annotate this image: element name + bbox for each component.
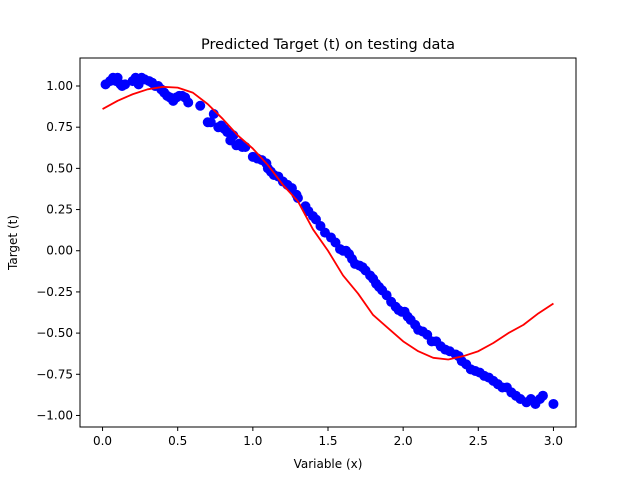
x-axis-label: Variable (x) [294,457,363,471]
y-tick-label: 0.00 [46,244,73,258]
x-tick-label: 0.5 [168,434,187,448]
y-tick-label: 1.00 [46,79,73,93]
chart-title: Predicted Target (t) on testing data [201,37,455,53]
x-tick-label: 1.0 [243,434,262,448]
data-point [240,141,251,152]
y-tick-label: 0.25 [46,203,73,217]
x-axis: 0.0 0.5 1.0 1.5 2.0 2.5 3.0 [93,427,563,448]
data-point [548,398,559,409]
y-tick-label: 0.50 [46,161,73,175]
data-point [537,390,548,401]
y-axis: −1.00 −0.75 −0.50 −0.25 0.00 0.25 0.50 0.75 1.00 [36,79,80,422]
data-point [292,193,303,204]
data-point [120,79,131,90]
y-tick-label: −0.50 [36,326,73,340]
plot-area [79,57,577,428]
y-axis-label: Target (t) [6,215,20,271]
x-tick-label: 2.0 [394,434,413,448]
prediction-line [102,85,554,361]
data-point [205,117,216,128]
data-point [195,100,206,111]
x-tick-label: 2.5 [469,434,488,448]
y-tick-label: 0.75 [46,120,73,134]
y-tick-label: −1.00 [36,408,73,422]
x-tick-label: 3.0 [544,434,563,448]
y-tick-label: −0.25 [36,285,73,299]
data-point [183,97,194,108]
plot-background [80,58,576,427]
x-tick-label: 0.0 [93,434,112,448]
y-tick-label: −0.75 [36,367,73,381]
x-tick-label: 1.5 [318,434,337,448]
